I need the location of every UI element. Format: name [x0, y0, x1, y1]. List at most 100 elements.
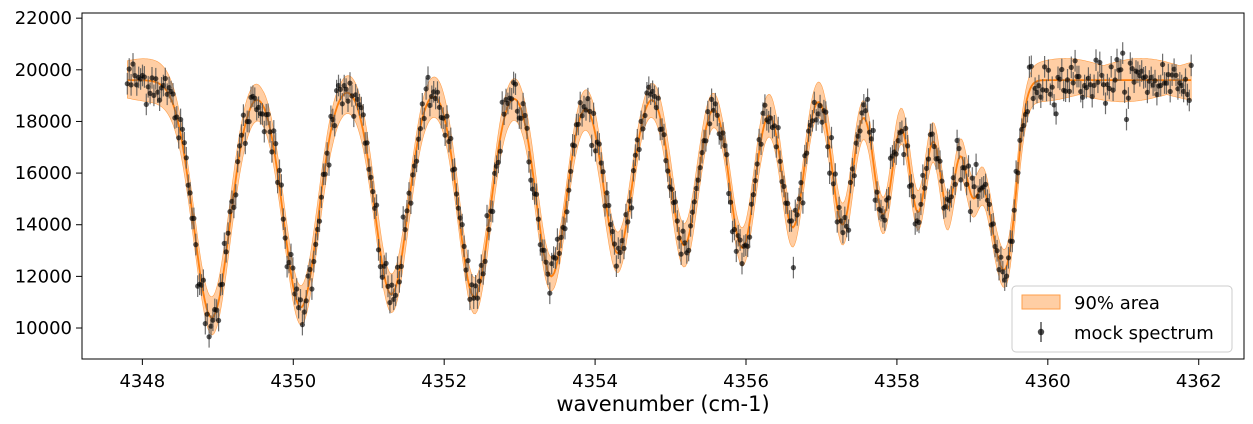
- data-point: [790, 265, 797, 271]
- data-point: [316, 218, 323, 224]
- data-point: [948, 194, 955, 200]
- data-point: [330, 116, 336, 123]
- data-point: [575, 121, 581, 127]
- spectrum-point: [781, 175, 787, 198]
- spectrum-point: [442, 124, 448, 146]
- spectrum-point: [157, 89, 163, 111]
- spectrum-point: [832, 163, 838, 185]
- spectrum-point: [737, 229, 743, 251]
- data-point: [655, 95, 661, 101]
- spectrum-point: [1123, 108, 1130, 131]
- data-point: [691, 199, 698, 205]
- spectrum-point: [758, 133, 764, 155]
- data-point: [1076, 73, 1082, 80]
- spectrum-point: [785, 192, 791, 215]
- data-point: [836, 204, 842, 211]
- data-point: [309, 286, 315, 292]
- spectrum-point: [1049, 76, 1055, 99]
- spectrum-point: [625, 211, 631, 233]
- spectrum-point: [552, 247, 559, 269]
- data-point: [905, 143, 911, 149]
- spectrum-point: [724, 143, 730, 166]
- spectrum-point: [200, 269, 206, 292]
- spectrum-point: [545, 263, 551, 285]
- spectrum-point: [929, 123, 935, 145]
- spectrum-point: [610, 220, 616, 243]
- data-point: [265, 111, 271, 117]
- spectrum-point: [937, 150, 943, 173]
- spectrum-point: [823, 101, 829, 123]
- spectrum-point: [674, 210, 680, 232]
- data-point: [434, 89, 441, 95]
- data-point: [524, 125, 530, 131]
- spectrum-point: [1004, 265, 1010, 287]
- spectrum-point: [223, 240, 229, 263]
- data-point: [886, 195, 892, 201]
- data-point: [1112, 77, 1118, 83]
- data-point: [562, 226, 568, 232]
- data-point: [246, 119, 252, 125]
- spectrum-point: [752, 169, 758, 192]
- data-point: [1097, 59, 1103, 66]
- data-point: [294, 286, 300, 292]
- spectrum-point: [857, 120, 863, 142]
- data-point: [1063, 88, 1069, 94]
- spectrum-point: [1076, 65, 1082, 88]
- spectrum-point: [181, 131, 187, 154]
- data-point: [1093, 57, 1099, 63]
- data-point: [1102, 100, 1109, 106]
- data-point: [632, 152, 639, 158]
- data-point: [185, 182, 191, 188]
- spectrum-point: [996, 258, 1002, 281]
- data-point: [1028, 63, 1034, 69]
- spectrum-point: [931, 135, 937, 158]
- spectrum-point: [1043, 79, 1050, 102]
- data-point: [1118, 67, 1124, 73]
- data-point: [1066, 88, 1072, 94]
- data-point: [307, 266, 313, 273]
- data-point: [1120, 50, 1126, 56]
- spectrum-point: [1144, 81, 1150, 104]
- data-point: [661, 132, 667, 138]
- spectrum-point: [1032, 77, 1038, 100]
- spectrum-point: [1091, 74, 1097, 97]
- data-point: [271, 128, 277, 134]
- spectrum-point: [973, 153, 979, 176]
- spectrum-point: [269, 141, 275, 163]
- data-point: [345, 98, 351, 104]
- spectrum-point: [375, 239, 382, 261]
- spectrum-point: [733, 240, 739, 263]
- data-point: [1004, 273, 1010, 279]
- spectrum-point: [602, 195, 608, 217]
- data-point: [482, 258, 488, 264]
- spectrum-point: [986, 193, 993, 216]
- spectrum-point: [775, 116, 781, 139]
- data-point: [463, 267, 469, 273]
- data-point: [937, 158, 943, 164]
- spectrum-point: [865, 88, 871, 111]
- data-point: [452, 166, 458, 172]
- spectrum-point: [339, 93, 345, 115]
- spectrum-point: [851, 164, 857, 187]
- spectrum-point: [402, 218, 408, 241]
- spectrum-point: [571, 134, 578, 157]
- spectrum-point: [400, 206, 406, 228]
- spectrum-point: [1152, 69, 1158, 92]
- data-point: [545, 271, 551, 277]
- data-point: [827, 170, 833, 176]
- data-point: [1184, 91, 1190, 98]
- data-point: [606, 202, 612, 209]
- data-point: [747, 234, 753, 240]
- spectrum-point: [998, 246, 1004, 269]
- data-point: [311, 258, 317, 265]
- spectrum-point: [604, 182, 610, 204]
- spectrum-point: [611, 233, 618, 255]
- data-point: [347, 80, 353, 86]
- spectrum-point: [665, 160, 671, 182]
- data-point: [126, 66, 132, 72]
- spectrum-point: [956, 137, 962, 160]
- spectrum-point: [1059, 58, 1065, 81]
- data-point: [1085, 75, 1091, 81]
- data-point: [958, 177, 964, 183]
- data-point: [219, 281, 225, 287]
